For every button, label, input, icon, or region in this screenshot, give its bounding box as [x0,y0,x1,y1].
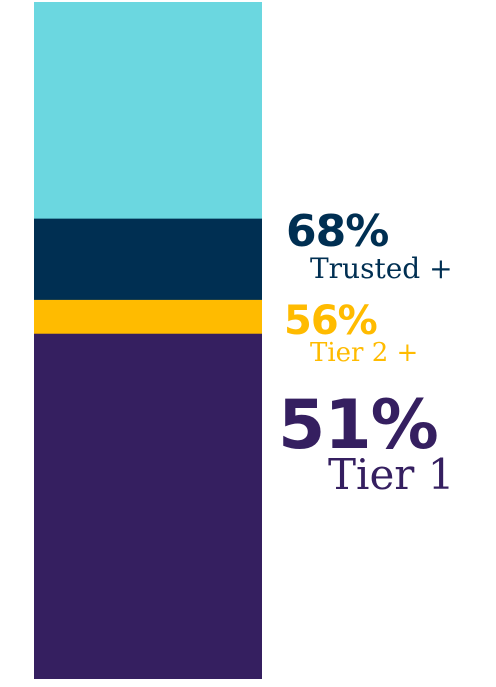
bar-segment-tier-1 [34,333,262,679]
tier-2-plus-percent: 56% [284,298,378,344]
tier-2-plus-label: Tier 2 + [310,338,419,368]
tier-1-percent: 51% [278,386,439,465]
trusted-plus-label: Trusted + [310,252,453,285]
tier-1-label: Tier 1 [328,450,455,499]
trusted-plus-percent: 68% [286,206,389,257]
